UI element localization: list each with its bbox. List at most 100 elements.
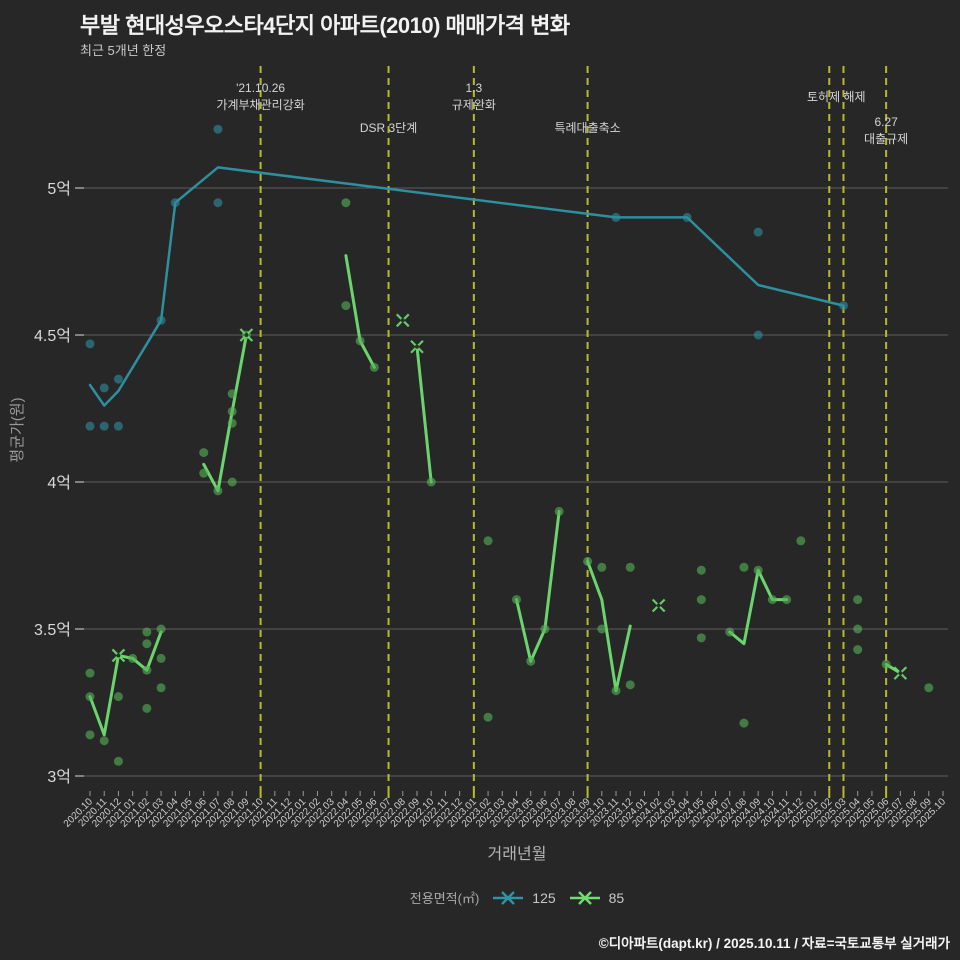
data-point-85 — [739, 562, 749, 572]
data-point-85 — [199, 468, 209, 478]
data-point-85 — [113, 756, 123, 766]
data-point-85 — [611, 686, 621, 696]
data-point-85 — [142, 665, 152, 675]
event-annotation: '21.10.26 — [236, 81, 285, 95]
data-point-85 — [597, 562, 607, 572]
data-point-125 — [99, 421, 109, 431]
data-point-85 — [782, 595, 792, 605]
data-point-85 — [583, 556, 593, 566]
data-point-85 — [227, 389, 237, 399]
x-axis-title: 거래년월 — [487, 846, 547, 863]
event-annotation: 규제완화 — [452, 98, 496, 112]
data-point-85 — [227, 406, 237, 416]
data-point-85 — [853, 624, 863, 634]
price-line-85 — [515, 509, 561, 663]
y-tick-label: 3억 — [47, 768, 71, 786]
data-point-85 — [554, 506, 564, 516]
legend-label: 전용면적(㎡) — [409, 891, 480, 906]
data-point-125 — [838, 301, 848, 311]
data-point-125 — [753, 227, 763, 237]
data-point-85 — [227, 418, 237, 428]
data-point-85 — [156, 653, 166, 663]
legend-item-85: 85 — [568, 890, 624, 906]
data-point-125 — [753, 330, 763, 340]
data-point-125 — [85, 421, 95, 431]
data-point-85 — [924, 683, 934, 693]
data-point-85 — [625, 680, 635, 690]
data-point-85 — [739, 718, 749, 728]
event-annotation: 가계부채관리강화 — [216, 98, 304, 112]
data-point-85 — [625, 562, 635, 572]
data-point-85 — [796, 536, 806, 546]
legend: 전용면적(㎡) 125 85 — [37, 888, 960, 907]
data-point-85 — [142, 703, 152, 713]
data-point-85 — [156, 624, 166, 634]
x-marker-center-85 — [414, 344, 419, 349]
event-annotation: 대출규제 — [864, 132, 908, 146]
data-point-85 — [512, 595, 521, 605]
data-point-85 — [426, 477, 436, 487]
y-tick-label: 4억 — [47, 474, 71, 492]
chart-subtitle: 최근 5개년 한정 — [80, 43, 167, 58]
price-line-85 — [728, 568, 789, 646]
data-point-85 — [341, 301, 351, 311]
x-marker-center-85 — [898, 671, 903, 676]
data-point-85 — [227, 477, 237, 487]
data-point-125 — [85, 339, 95, 349]
data-point-85 — [767, 595, 777, 605]
data-point-125 — [213, 124, 223, 134]
legend-value-125: 125 — [532, 889, 556, 906]
data-point-85 — [696, 633, 706, 643]
data-point-85 — [355, 336, 365, 346]
event-annotation: 특례대출축소 — [554, 121, 620, 135]
y-tick-label: 3.5억 — [34, 621, 71, 639]
data-point-85 — [142, 639, 152, 649]
event-annotation: 토허제 해제 — [807, 90, 866, 104]
data-point-85 — [881, 659, 891, 669]
legend-marker-85-icon — [569, 890, 600, 905]
x-marker-center-85 — [116, 653, 121, 658]
data-point-85 — [540, 624, 550, 634]
data-point-125 — [113, 374, 123, 384]
price-line-85 — [88, 630, 163, 737]
price-line-85 — [586, 559, 632, 693]
legend-item-125: 125 — [491, 889, 556, 906]
data-point-85 — [113, 692, 123, 702]
data-point-85 — [853, 595, 863, 605]
data-point-125 — [213, 198, 223, 208]
legend-marker-125-icon — [493, 890, 524, 905]
data-point-85 — [753, 565, 763, 575]
data-point-85 — [853, 645, 863, 655]
chart-title: 부발 현대성우오스타4단지 아파트(2010) 매매가격 변화 — [80, 13, 570, 38]
data-point-125 — [611, 212, 621, 222]
data-point-85 — [597, 624, 607, 634]
data-point-85 — [725, 627, 735, 637]
data-point-85 — [369, 362, 379, 372]
price-line-85 — [344, 254, 376, 369]
data-point-125 — [156, 315, 166, 325]
event-annotation: 6.27 — [874, 115, 898, 129]
data-point-85 — [85, 730, 95, 740]
data-point-85 — [142, 627, 152, 637]
footer-credit: ©디아파트(dapt.kr) / 2025.10.11 / 자료=국토교통부 실… — [598, 936, 950, 951]
data-point-85 — [526, 656, 536, 666]
data-point-125 — [170, 198, 180, 208]
price-line-85 — [415, 345, 433, 484]
data-point-125 — [99, 383, 109, 393]
data-point-85 — [483, 536, 493, 546]
data-point-85 — [156, 683, 166, 693]
data-point-125 — [682, 212, 692, 222]
data-point-85 — [199, 448, 209, 458]
event-annotation: 1.3 — [466, 81, 483, 95]
data-point-85 — [85, 692, 95, 702]
data-point-85 — [85, 668, 95, 678]
price-line-125 — [88, 166, 845, 407]
x-marker-center-85 — [656, 603, 661, 608]
data-point-85 — [696, 595, 706, 605]
price-line-85 — [202, 333, 248, 493]
data-point-125 — [113, 421, 123, 431]
data-point-85 — [213, 486, 223, 496]
data-point-85 — [483, 712, 493, 722]
